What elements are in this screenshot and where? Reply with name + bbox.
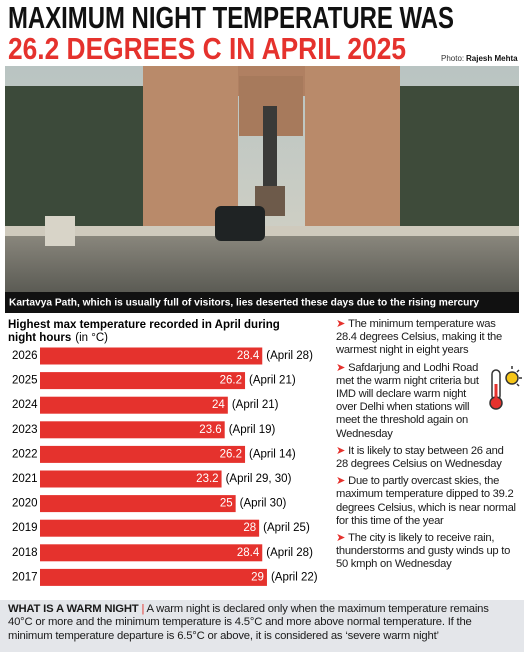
bar (40, 470, 222, 488)
value-label: 23.6 (199, 424, 221, 436)
bullet: ➤ The minimum temperature was 28.4 degree… (336, 318, 516, 358)
bullet-arrow: ➤ (336, 318, 346, 330)
bullet: ➤ It is likely to stay between 26 and 28 … (336, 445, 516, 471)
value-label: 28.4 (237, 350, 260, 362)
bullet-text: The minimum temperature was 28.4 degrees… (336, 318, 502, 357)
bar-annotation: (April 22) (271, 571, 318, 583)
bar-annotation: (April 14) (249, 448, 296, 460)
bar (40, 544, 263, 562)
caption: Kartavya Path, which is usually full of … (9, 298, 479, 309)
chart: Highest max temperature recorded in Apri… (8, 319, 318, 586)
bar-annotation: (April 28) (266, 350, 313, 362)
photo-credit-name: Rajesh Mehta (466, 54, 518, 63)
bullet-text: Due to partly overcast skies, the maximu… (336, 475, 516, 527)
value-label: 23.2 (196, 473, 218, 485)
bar (40, 396, 228, 414)
y-tick-label: 2021 (12, 473, 38, 485)
bullet: ➤ Safdarjung and Lodhi Road met the warm … (336, 361, 522, 441)
bar (40, 372, 246, 390)
value-label: 29 (251, 571, 264, 583)
bullet-arrow: ➤ (336, 532, 346, 545)
y-tick-label: 2017 (12, 571, 38, 583)
footnote-separator: | (141, 603, 145, 615)
value-label: 28.4 (237, 547, 260, 559)
value-label: 25 (220, 498, 233, 510)
value-label: 26.2 (220, 448, 242, 460)
bullet-arrow: ➤ (336, 475, 346, 488)
y-tick-label: 2026 (12, 350, 38, 362)
y-tick-label: 2023 (12, 424, 38, 436)
bar-annotation: (April 25) (263, 522, 310, 534)
bullet: ➤ The city is likely to receive rain, thu… (336, 532, 516, 572)
bar-annotation: (April 21) (249, 375, 296, 387)
chart-title-line: Highest max temperature recorded in Apri… (8, 319, 280, 331)
bullet-text: The city is likely to receive rain, thun… (336, 532, 511, 571)
bullet-arrow: ➤ (336, 444, 346, 457)
y-tick-label: 2020 (12, 498, 38, 510)
footnote: WHAT IS A WARM NIGHT | A warm night is d… (0, 600, 524, 652)
footnote-text: A warm night is declared only when the m… (8, 603, 489, 642)
bar (40, 519, 260, 537)
bar (40, 347, 263, 365)
bar-annotation: (April 19) (229, 424, 276, 436)
headline-line-1: MAXIMUM NIGHT TEMPERATURE WAS (8, 0, 454, 35)
chart-title: Highest max temperature recorded in Apri… (8, 319, 280, 344)
headline-line-2: 26.2 DEGREES C IN APRIL 2025 (8, 31, 406, 64)
photo: Kartavya Path, which is usually full of … (5, 66, 519, 313)
y-tick-label: 2018 (12, 547, 38, 559)
thermometer-icon (489, 365, 522, 410)
bar-annotation: (April 29, 30) (226, 473, 292, 485)
value-label: 28 (243, 522, 256, 534)
bar-annotation: (April 28) (266, 547, 313, 559)
bar-annotation: (April 21) (232, 399, 279, 411)
chart-title-line: night hours (8, 332, 71, 344)
bar (40, 421, 225, 439)
y-tick-label: 2022 (12, 448, 38, 460)
bullet-arrow: ➤ (336, 361, 346, 374)
chart-unit: (in °C) (75, 332, 108, 344)
bar (40, 495, 236, 513)
value-label: 24 (212, 399, 225, 411)
bullet-text: It is likely to stay between 26 and 28 d… (336, 444, 504, 471)
bullet-list: ➤ The minimum temperature was 28.4 degree… (336, 318, 522, 576)
photo-credit-label: Photo: (441, 54, 464, 63)
footnote-heading: WHAT IS A WARM NIGHT (8, 603, 139, 615)
value-label: 26.2 (220, 375, 242, 387)
bullet: ➤ Due to partly overcast skies, the maxim… (336, 475, 516, 528)
y-tick-label: 2025 (12, 375, 38, 387)
bar (40, 445, 246, 463)
headline: MAXIMUM NIGHT TEMPERATURE WAS 26.2 DEGRE… (8, 0, 518, 64)
y-tick-label: 2024 (12, 399, 38, 411)
bar-annotation: (April 30) (240, 498, 287, 510)
bullet-text: Safdarjung and Lodhi Road met the warm n… (336, 361, 479, 440)
bar (40, 568, 267, 586)
y-tick-label: 2019 (12, 522, 38, 534)
